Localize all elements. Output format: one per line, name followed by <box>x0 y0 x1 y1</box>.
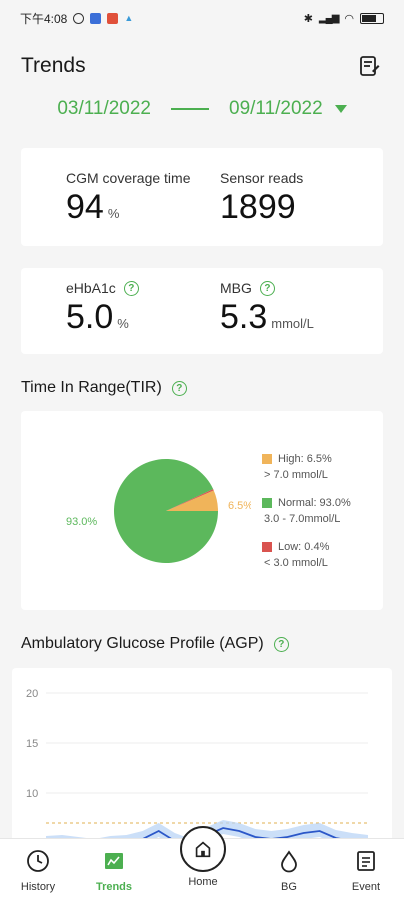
legend-swatch <box>262 498 272 508</box>
coverage-value: 94 <box>66 188 104 226</box>
ehba1c-value-row: 5.0% <box>66 298 139 337</box>
agp-chart: 2015105 <box>26 688 369 848</box>
pie-label-high: 6.5% <box>228 500 251 512</box>
nav-history[interactable]: History <box>8 839 68 900</box>
mbg-value: 5.3 <box>220 298 268 336</box>
tir-title: Time In Range(TIR) <box>21 379 162 396</box>
mbg-unit: mmol/L <box>271 316 314 331</box>
nav-trends-label: Trends <box>95 881 133 893</box>
app-icon: ▲ <box>124 13 134 23</box>
ehba1c-label: eHbA1c <box>66 280 116 296</box>
coverage-value-row: 94% <box>66 188 190 227</box>
legend-high: High: 6.5% > 7.0 mmol/L <box>262 451 332 483</box>
caret-down-icon[interactable] <box>334 105 347 113</box>
list-icon <box>357 851 375 871</box>
mbg-label-row: MBG ? <box>220 280 314 296</box>
agp-title: Ambulatory Glucose Profile (AGP) <box>21 635 264 652</box>
mbg-label: MBG <box>220 280 252 296</box>
y-tick-label: 20 <box>26 688 38 700</box>
nav-event-label: Event <box>351 881 381 893</box>
drop-icon <box>281 850 297 873</box>
agp-title-row: Ambulatory Glucose Profile (AGP) ? <box>21 635 289 653</box>
legend-label: High: 6.5% <box>278 453 332 465</box>
nav-home-button[interactable] <box>180 826 226 872</box>
help-icon[interactable]: ? <box>123 280 139 296</box>
tir-pie-chart: 6.5% 93.0% <box>66 459 251 563</box>
pie-slice-high <box>166 490 218 511</box>
ehba1c-unit: % <box>117 316 129 331</box>
y-tick-label: 10 <box>26 788 38 800</box>
home-icon <box>195 841 211 858</box>
ehba1c-label-row: eHbA1c ? <box>66 280 139 296</box>
report-button[interactable] <box>356 53 382 79</box>
clock-icon <box>27 850 49 872</box>
nav-trends[interactable]: Trends <box>84 839 144 900</box>
pie-label-normal: 93.0% <box>66 516 97 528</box>
status-time: 下午4:08 <box>20 11 68 26</box>
y-tick-label: 15 <box>26 738 38 750</box>
nav-bg[interactable]: BG <box>259 839 319 900</box>
header: Trends <box>21 48 382 84</box>
status-bar: 下午4:08 ▲ ✱ ▂▄▆ ◠ <box>0 0 404 36</box>
trends-icon <box>105 853 123 869</box>
nav-bg-label: BG <box>281 881 297 893</box>
mbg-metric: MBG ? 5.3 mmol/L <box>220 280 314 337</box>
signal-icon: ▂▄▆ <box>318 12 339 24</box>
help-icon[interactable]: ? <box>273 636 289 652</box>
date-range-picker[interactable]: 03/11/2022 09/11/2022 <box>0 94 404 124</box>
document-edit-icon <box>360 56 380 76</box>
page-title: Trends <box>21 54 86 77</box>
help-icon[interactable]: ? <box>171 380 187 396</box>
reads-metric: Sensor reads 1899 <box>220 170 303 227</box>
coverage-metric: CGM coverage time 94% <box>66 170 190 227</box>
legend-range: 3.0 - 7.0mmol/L <box>264 513 341 525</box>
end-date[interactable]: 09/11/2022 <box>229 98 323 119</box>
agp-card: 2015105 <box>12 668 392 848</box>
nav-event[interactable]: Event <box>336 839 396 900</box>
legend-swatch <box>262 542 272 552</box>
nav-home-label: Home <box>188 876 218 888</box>
tir-card: 6.5% 93.0% High: 6.5% > 7.0 mmol/L Normal… <box>21 411 383 610</box>
metrics-card-glucose: eHbA1c ? 5.0% MBG ? 5.3 mmol/L <box>21 268 383 354</box>
legend-label: Normal: 93.0% <box>278 497 351 509</box>
nav-history-label: History <box>20 881 56 893</box>
start-date[interactable]: 03/11/2022 <box>57 98 151 119</box>
wifi-icon: ◠ <box>344 12 354 25</box>
legend-range: > 7.0 mmol/L <box>264 469 328 481</box>
legend-normal: Normal: 93.0% 3.0 - 7.0mmol/L <box>262 495 351 527</box>
legend-low: Low: 0.4% < 3.0 mmol/L <box>262 539 329 571</box>
mbg-value-row: 5.3 mmol/L <box>220 298 314 337</box>
app-icon <box>107 12 119 24</box>
pie-slice-low <box>166 489 214 511</box>
ehba1c-metric: eHbA1c ? 5.0% <box>66 280 139 337</box>
battery-icon <box>360 12 384 24</box>
app-icon <box>90 12 102 24</box>
date-separator <box>171 108 209 110</box>
coverage-unit: % <box>107 206 120 221</box>
ehba1c-value: 5.0 <box>66 298 114 336</box>
legend-swatch <box>262 454 272 464</box>
reads-label: Sensor reads <box>220 170 304 186</box>
tir-title-row: Time In Range(TIR) ? <box>21 379 187 397</box>
reads-value: 1899 <box>220 188 296 226</box>
coverage-label: CGM coverage time <box>66 170 191 186</box>
legend-label: Low: 0.4% <box>278 541 330 553</box>
bluetooth-icon: ✱ <box>303 12 313 25</box>
legend-range: < 3.0 mmol/L <box>264 557 328 569</box>
alarm-icon <box>73 12 85 24</box>
help-icon[interactable]: ? <box>259 280 275 296</box>
metrics-card-coverage: CGM coverage time 94% Sensor reads 1899 <box>21 148 383 246</box>
